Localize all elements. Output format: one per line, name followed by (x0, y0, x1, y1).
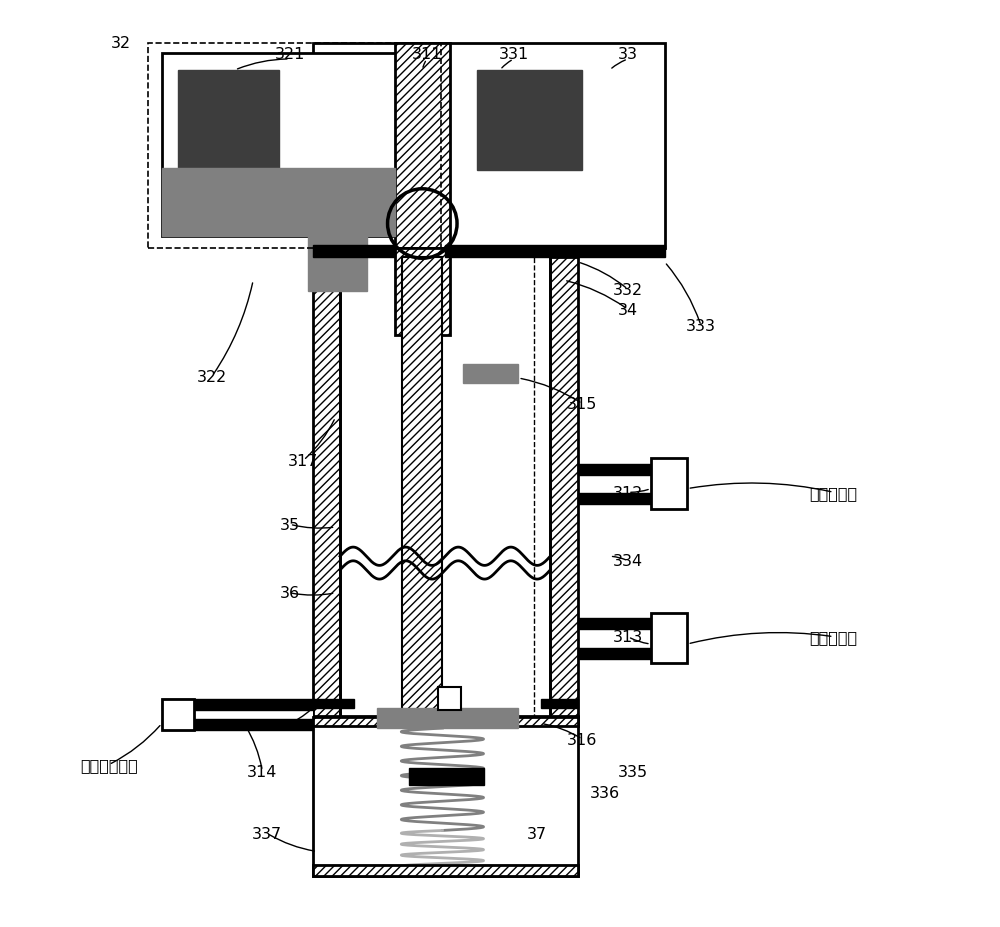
Text: 36: 36 (280, 586, 300, 601)
Text: 碳罐排气口: 碳罐排气口 (810, 485, 858, 501)
Text: 34: 34 (618, 302, 638, 318)
Bar (463, 365, 518, 383)
Text: 313: 313 (613, 629, 643, 644)
Bar (377, 708, 518, 729)
Bar (445, 247, 665, 258)
Bar (162, 55, 427, 237)
Text: 311: 311 (412, 47, 442, 62)
Bar (313, 44, 665, 249)
Text: 331: 331 (499, 47, 529, 62)
Bar (313, 717, 578, 727)
Text: 338: 338 (270, 718, 300, 733)
Bar (578, 464, 651, 476)
Text: 32: 32 (111, 36, 131, 51)
Bar (162, 699, 194, 730)
Text: 31: 31 (175, 191, 195, 206)
Text: 322: 322 (197, 369, 227, 385)
Bar (313, 865, 578, 876)
Bar (148, 44, 441, 249)
Bar (402, 258, 442, 719)
Text: 35: 35 (280, 517, 300, 532)
Bar (395, 249, 450, 336)
Bar (578, 648, 651, 659)
Bar (178, 70, 279, 171)
Text: 315: 315 (567, 397, 597, 412)
Text: 337: 337 (252, 826, 282, 841)
Text: 317: 317 (288, 453, 319, 468)
Bar (541, 699, 578, 708)
Bar (651, 459, 687, 509)
Bar (477, 70, 582, 171)
Bar (313, 247, 395, 258)
Bar (550, 258, 578, 719)
Bar (395, 44, 450, 249)
Bar (162, 710, 313, 719)
Bar (578, 494, 651, 504)
Text: 316: 316 (567, 731, 597, 747)
Bar (313, 699, 354, 708)
Text: 334: 334 (613, 553, 643, 568)
Text: 312: 312 (613, 485, 643, 501)
Bar (313, 258, 340, 719)
Text: 336: 336 (590, 785, 620, 800)
Bar (313, 717, 578, 876)
Bar (438, 687, 461, 710)
Text: 38: 38 (175, 211, 195, 226)
Bar (308, 237, 367, 292)
Text: 33: 33 (618, 47, 638, 62)
Text: 314: 314 (247, 764, 278, 779)
Text: 碳罐进气口: 碳罐进气口 (810, 629, 858, 644)
Bar (162, 719, 313, 730)
Text: 油箱排气通道: 油箱排气通道 (80, 757, 138, 772)
Text: 335: 335 (617, 764, 648, 779)
Bar (651, 614, 687, 664)
Text: 332: 332 (613, 283, 643, 298)
Bar (162, 699, 313, 710)
Bar (578, 618, 651, 629)
Text: 333: 333 (686, 319, 716, 334)
Text: 37: 37 (527, 826, 547, 841)
Bar (409, 768, 484, 785)
Bar (162, 169, 395, 237)
Text: 321: 321 (275, 47, 305, 62)
Bar (313, 865, 578, 876)
